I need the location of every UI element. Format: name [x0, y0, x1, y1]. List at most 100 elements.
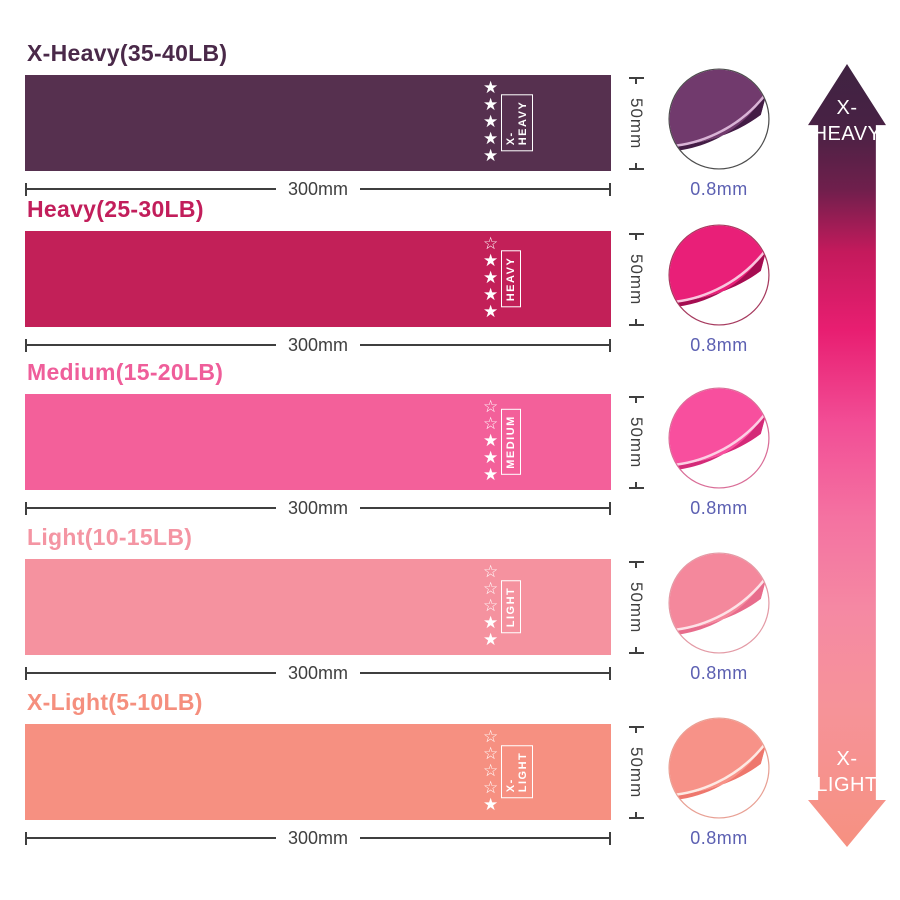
star-icon: ★ — [483, 112, 499, 132]
band-title: Heavy(25-30LB) — [27, 196, 204, 222]
band-row-x-light: X-Light(5-10LB) ☆ ☆ ☆ ☆ ★ X-LIGHT 300mm … — [0, 689, 795, 860]
dimension-tick — [609, 501, 611, 515]
resistance-band: ☆ ★ ★ ★ ★ HEAVY — [25, 231, 611, 327]
resistance-spectrum-arrow: X- HEAVY X- LIGHT — [808, 64, 886, 847]
height-value: 50mm — [627, 581, 646, 634]
star-icon: ☆ — [483, 414, 499, 434]
star-icon: ★ — [483, 613, 499, 633]
spectrum-top-label: X- HEAVY — [808, 95, 886, 147]
band-title: Medium(15-20LB) — [27, 359, 224, 385]
height-dimension: 50mm — [621, 561, 651, 654]
spectrum-bottom-line2: LIGHT — [816, 774, 878, 796]
band-thickness-photo — [666, 385, 772, 491]
star-icon: ★ — [483, 630, 499, 650]
band-thickness-photo — [666, 66, 772, 172]
height-value: 50mm — [627, 416, 646, 469]
dimension-tick — [25, 501, 27, 515]
star-icon: ☆ — [483, 761, 499, 781]
width-dimension: 300mm — [25, 829, 611, 847]
dimension-line — [360, 344, 609, 346]
dimension-tick — [609, 666, 611, 680]
resistance-band: ☆ ☆ ☆ ☆ ★ X-LIGHT — [25, 724, 611, 820]
width-dimension: 300mm — [25, 499, 611, 517]
width-dimension: 300mm — [25, 336, 611, 354]
dimension-tick — [628, 396, 644, 403]
dimension-tick — [609, 182, 611, 196]
band-thickness-photo — [666, 715, 772, 821]
band-level-label: X-HEAVY — [501, 94, 533, 152]
dimension-tick — [628, 561, 644, 568]
dimension-line — [27, 837, 276, 839]
height-value: 50mm — [627, 97, 646, 150]
star-icon: ★ — [483, 129, 499, 149]
spectrum-top-line1: X- — [836, 97, 858, 119]
width-value: 300mm — [287, 179, 349, 199]
dimension-tick — [628, 481, 644, 489]
star-rating: ★ ★ ★ ★ ★ — [483, 80, 498, 165]
width-dimension: 300mm — [25, 664, 611, 682]
dimension-line — [360, 188, 609, 190]
band-thickness-photo — [666, 222, 772, 328]
star-icon: ☆ — [483, 562, 499, 582]
dimension-tick — [25, 831, 27, 845]
star-icon: ★ — [483, 795, 499, 815]
thickness-label: 0.8mm — [690, 828, 748, 848]
dimension-tick — [25, 666, 27, 680]
band-row-medium: Medium(15-20LB) ☆ ☆ ★ ★ ★ MEDIUM 300mm 5… — [0, 359, 795, 530]
spectrum-gradient — [808, 64, 886, 847]
resistance-band: ☆ ☆ ☆ ★ ★ LIGHT — [25, 559, 611, 655]
height-dimension: 50mm — [621, 233, 651, 326]
dimension-line — [360, 507, 609, 509]
dimension-tick — [609, 338, 611, 352]
dimension-tick — [628, 646, 644, 654]
star-icon: ☆ — [483, 397, 499, 417]
thickness-label: 0.8mm — [690, 179, 748, 199]
band-level-label: MEDIUM — [501, 409, 521, 475]
thickness-label: 0.8mm — [690, 335, 748, 355]
star-icon: ★ — [483, 95, 499, 115]
width-value: 300mm — [287, 335, 349, 355]
band-row-heavy: Heavy(25-30LB) ☆ ★ ★ ★ ★ HEAVY 300mm 50m… — [0, 196, 795, 367]
resistance-band: ☆ ☆ ★ ★ ★ MEDIUM — [25, 394, 611, 490]
band-title: X-Light(5-10LB) — [27, 689, 203, 715]
width-dimension: 300mm — [25, 180, 611, 198]
band-row-light: Light(10-15LB) ☆ ☆ ☆ ★ ★ LIGHT 300mm 50m… — [0, 524, 795, 695]
width-value: 300mm — [287, 828, 349, 848]
dimension-tick — [25, 182, 27, 196]
dimension-tick — [628, 318, 644, 326]
star-icon: ★ — [483, 251, 499, 271]
dimension-line — [27, 344, 276, 346]
height-dimension: 50mm — [621, 726, 651, 819]
dimension-tick — [609, 831, 611, 845]
star-icon: ☆ — [483, 727, 499, 747]
height-value: 50mm — [627, 253, 646, 306]
star-icon: ★ — [483, 465, 499, 485]
star-icon: ★ — [483, 431, 499, 451]
height-dimension: 50mm — [621, 77, 651, 170]
dimension-tick — [628, 162, 644, 170]
star-icon: ★ — [483, 285, 499, 305]
spectrum-bottom-label: X- LIGHT — [808, 746, 886, 798]
band-title: X-Heavy(35-40LB) — [27, 40, 228, 66]
star-icon: ★ — [483, 146, 499, 166]
spectrum-bottom-line1: X- — [836, 748, 858, 770]
star-icon: ☆ — [483, 596, 499, 616]
star-icon: ★ — [483, 302, 499, 322]
band-thickness-photo — [666, 550, 772, 656]
dimension-tick — [628, 77, 644, 84]
thickness-label: 0.8mm — [690, 498, 748, 518]
height-value: 50mm — [627, 746, 646, 799]
star-rating: ☆ ★ ★ ★ ★ — [483, 236, 498, 321]
star-icon: ☆ — [483, 579, 499, 599]
spectrum-top-line2: HEAVY — [812, 123, 882, 145]
band-level-label: HEAVY — [501, 250, 521, 308]
width-value: 300mm — [287, 498, 349, 518]
star-icon: ☆ — [483, 778, 499, 798]
star-icon: ☆ — [483, 234, 499, 254]
dimension-tick — [628, 811, 644, 819]
resistance-band: ★ ★ ★ ★ ★ X-HEAVY — [25, 75, 611, 171]
star-rating: ☆ ☆ ☆ ★ ★ — [483, 564, 498, 649]
star-rating: ☆ ☆ ★ ★ ★ — [483, 399, 498, 484]
dimension-tick — [628, 726, 644, 733]
band-row-x-heavy: X-Heavy(35-40LB) ★ ★ ★ ★ ★ X-HEAVY 300mm… — [0, 40, 795, 211]
